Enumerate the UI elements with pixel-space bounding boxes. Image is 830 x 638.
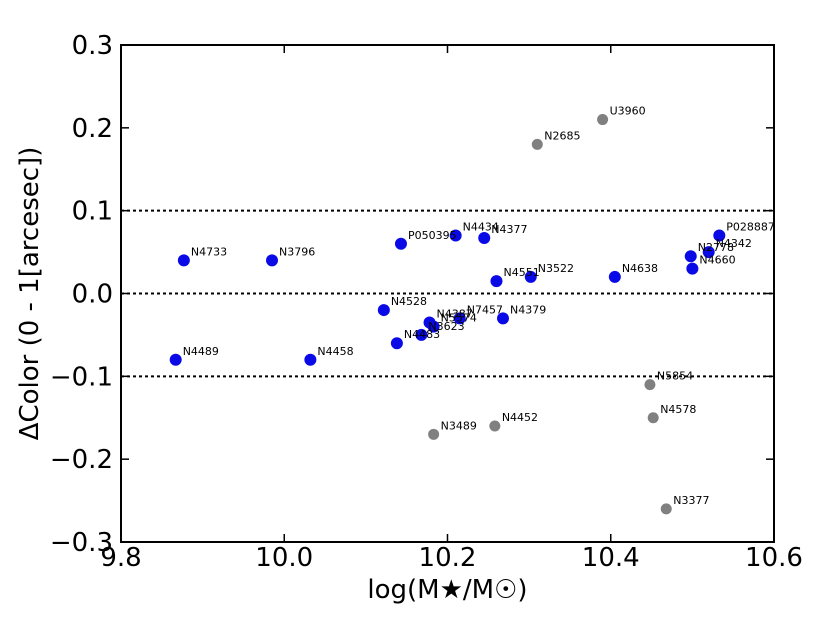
data-point <box>608 270 621 283</box>
data-point <box>489 420 501 432</box>
point-label: N4434 <box>463 221 499 234</box>
data-point <box>394 237 407 250</box>
point-label: N7457 <box>467 303 503 316</box>
point-label: N2778 <box>698 241 734 254</box>
data-point <box>390 337 403 350</box>
point-label: N4578 <box>660 403 696 416</box>
data-point <box>684 250 697 263</box>
data-point <box>497 312 510 325</box>
data-point <box>428 428 440 440</box>
x-tick-label: 10.2 <box>419 543 477 573</box>
data-point <box>686 262 699 275</box>
data-point <box>449 229 462 242</box>
data-point <box>524 270 537 283</box>
point-label: N4452 <box>502 411 538 424</box>
point-label: N5574 <box>441 312 477 325</box>
point-label: U3960 <box>610 105 646 118</box>
point-label: N4387 <box>437 307 473 320</box>
y-tick-label: 0.1 <box>72 197 113 227</box>
data-point <box>597 114 609 126</box>
point-label: N3796 <box>279 245 315 258</box>
point-label: P050395 <box>408 229 457 242</box>
data-point <box>377 304 390 317</box>
point-label: N4551 <box>503 266 539 279</box>
data-points <box>169 114 726 515</box>
data-point <box>647 412 659 424</box>
data-point <box>169 353 182 366</box>
x-tick-label: 10.6 <box>745 543 803 573</box>
point-label: N3623 <box>428 320 464 333</box>
point-label: N3489 <box>441 419 477 432</box>
point-label: N4342 <box>716 237 752 250</box>
point-label: N4458 <box>317 345 353 358</box>
axis-ticks: 9.8 10.0 10.2 10.4 10.6 −0.3 −0.2 −0.1 0.0 0.1 0.2… <box>50 31 803 573</box>
data-point <box>304 353 317 366</box>
point-label: N5854 <box>657 370 693 383</box>
y-tick-label: 0.3 <box>72 31 113 61</box>
data-point <box>713 229 726 242</box>
y-tick-label: −0.2 <box>50 445 113 475</box>
x-axis-title: log(M★/M☉) <box>367 575 527 605</box>
data-point <box>266 254 279 267</box>
data-point <box>427 320 440 333</box>
data-point <box>177 254 190 267</box>
y-tick-label: −0.3 <box>50 528 113 558</box>
point-label: N4660 <box>699 254 735 267</box>
data-point <box>478 232 491 245</box>
y-tick-label: 0.0 <box>72 280 113 310</box>
point-label: N4483 <box>404 328 440 341</box>
point-label: N4638 <box>622 262 658 275</box>
data-point <box>453 312 466 325</box>
data-point <box>660 503 672 515</box>
y-tick-label: 0.2 <box>72 114 113 144</box>
data-point <box>702 246 715 259</box>
y-tick-label: −0.1 <box>50 362 113 392</box>
point-label: N4377 <box>491 223 527 236</box>
y-axis-title: ΔColor (0 - 1[arcesec]) <box>15 147 45 441</box>
point-label: N3377 <box>673 494 709 507</box>
reference-lines <box>121 209 774 378</box>
point-label: N4733 <box>191 245 227 258</box>
x-tick-label: 10.0 <box>255 543 313 573</box>
point-label: N4379 <box>510 303 546 316</box>
data-point <box>531 138 543 150</box>
data-point <box>644 379 656 391</box>
x-tick-label: 9.8 <box>100 543 141 573</box>
data-point <box>415 328 428 341</box>
point-label: P028887 <box>726 221 775 234</box>
x-tick-label: 10.4 <box>582 543 640 573</box>
point-label: N3522 <box>538 262 574 275</box>
point-label: N4528 <box>391 295 427 308</box>
point-label: N4489 <box>183 345 219 358</box>
data-point <box>490 275 503 288</box>
point-label: N2685 <box>544 129 580 142</box>
